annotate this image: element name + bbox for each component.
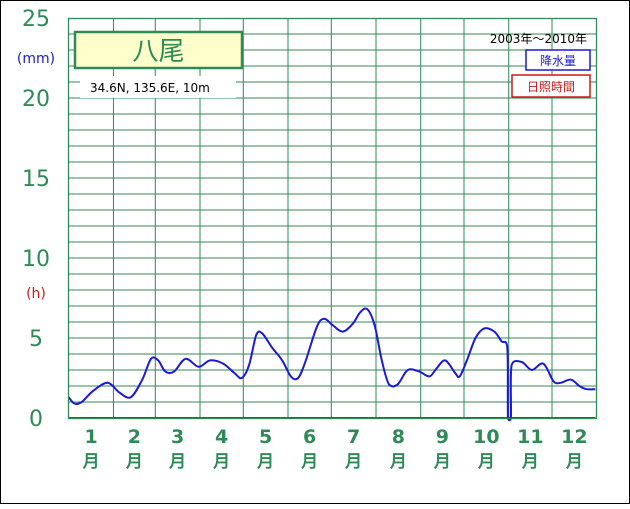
month-unit: 月 — [477, 452, 495, 472]
month-unit: 月 — [433, 452, 451, 472]
month-number: 5 — [259, 426, 272, 448]
month-number: 7 — [347, 426, 360, 448]
legend-precip: 降水量 — [540, 54, 576, 68]
y-tick-label: 20 — [22, 87, 50, 112]
month-number: 3 — [171, 426, 184, 448]
y-tick-label: 25 — [22, 7, 50, 32]
x-axis: 1 月 2 月 3 月 4 月 5 月 6 月 7 月 8 月 9 月 10 月 11 月 12 月 — [82, 426, 588, 472]
month-unit: 月 — [256, 452, 274, 472]
y-tick-label: 10 — [22, 247, 50, 272]
month-unit: 月 — [125, 452, 143, 472]
location-bg — [80, 76, 236, 98]
month-number: 6 — [303, 426, 316, 448]
y-axis: 0 5 10 15 20 25 — [22, 7, 50, 432]
legend-sun-box — [511, 74, 591, 98]
month-unit: 月 — [82, 452, 100, 472]
period-text: 2003年〜2010年 — [490, 32, 587, 46]
month-unit: 月 — [212, 452, 230, 472]
month-number: 2 — [128, 426, 141, 448]
chart-title: 八尾 — [132, 37, 184, 67]
unit-sun: (h) — [26, 286, 46, 302]
month-number: 4 — [215, 426, 228, 448]
location-text: 34.6N, 135.6E, 10m — [90, 81, 210, 95]
legend-sun: 日照時間 — [527, 80, 575, 94]
month-unit: 月 — [389, 452, 407, 472]
month-number: 10 — [473, 426, 499, 448]
y-tick-label: 15 — [22, 167, 50, 192]
month-unit: 月 — [521, 452, 539, 472]
title-box — [73, 30, 244, 70]
month-number: 1 — [84, 426, 97, 448]
month-number: 9 — [436, 426, 449, 448]
month-unit: 月 — [565, 452, 583, 472]
month-number: 11 — [517, 426, 543, 448]
month-unit: 月 — [168, 452, 186, 472]
plot-border — [67, 17, 598, 420]
legend-precip-box — [525, 49, 591, 71]
month-number: 12 — [561, 426, 587, 448]
y-tick-label: 0 — [29, 407, 43, 432]
month-unit: 月 — [344, 452, 362, 472]
y-tick-label: 5 — [29, 327, 43, 352]
month-unit: 月 — [300, 452, 318, 472]
month-number: 8 — [392, 426, 405, 448]
unit-precip: (mm) — [17, 51, 55, 67]
